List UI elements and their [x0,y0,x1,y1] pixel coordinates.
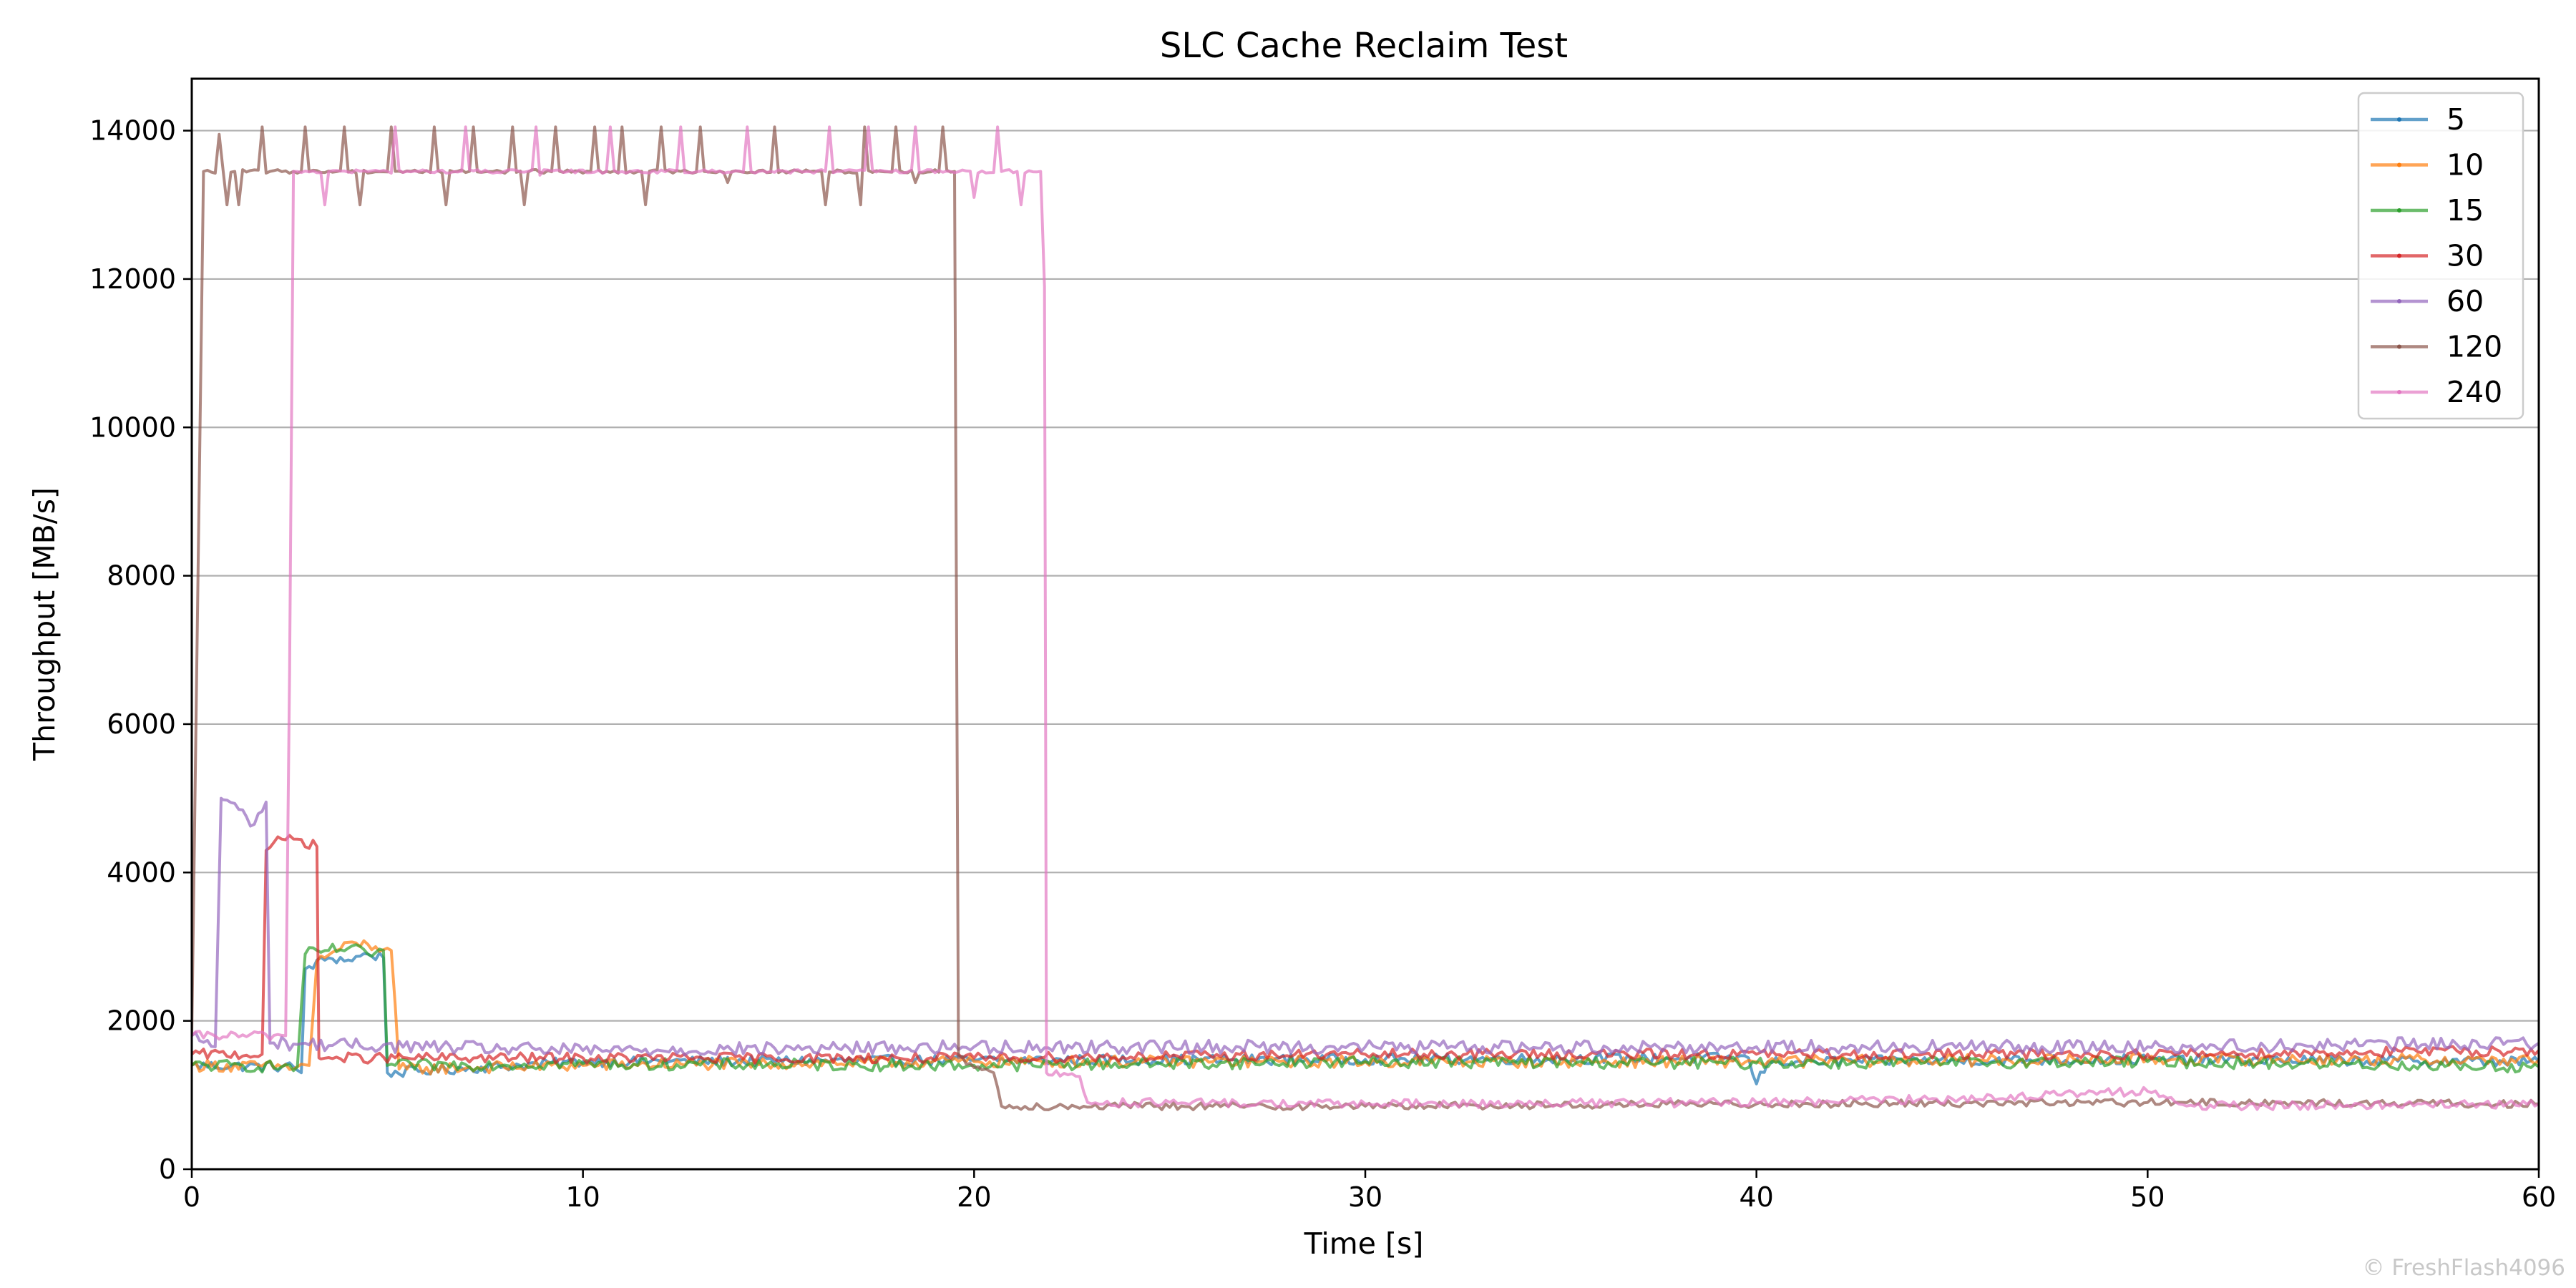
x-tick-label: 40 [1739,1181,1773,1213]
legend-marker-240 [2397,390,2401,394]
legend-marker-120 [2397,344,2401,349]
y-tick-label: 2000 [107,1005,176,1037]
x-tick-label: 50 [2130,1181,2165,1213]
chart-title: SLC Cache Reclaim Test [1160,26,1568,66]
legend-marker-5 [2397,117,2401,122]
series-line-240 [192,125,2539,1111]
series-line-15 [192,942,2539,1074]
legend-box [2357,92,2524,420]
legend-label-30: 30 [2446,239,2484,273]
legend-marker-15 [2397,208,2401,213]
y-tick-label: 10000 [89,411,176,443]
grid-lines [192,130,2539,1022]
x-axis: 0 10 20 30 40 50 60 [183,1169,2556,1213]
legend-marker-60 [2397,299,2401,303]
x-tick-label: 10 [565,1181,600,1213]
legend-label-10: 10 [2446,148,2484,182]
legend-label-5: 5 [2446,102,2465,137]
x-axis-label: Time [s] [1304,1226,1424,1261]
legend-marker-30 [2397,253,2401,258]
y-tick-label: 6000 [107,708,176,740]
y-tick-label: 4000 [107,857,176,888]
x-tick-label: 20 [957,1181,991,1213]
y-tick-label: 8000 [107,560,176,592]
series-line-60 [192,796,2539,1057]
y-tick-label: 0 [159,1153,176,1185]
legend-label-120: 120 [2446,330,2502,364]
legend: 5 10 15 30 60 120 240 [2357,92,2524,420]
x-tick-label: 30 [1348,1181,1382,1213]
x-tick-label: 60 [2522,1181,2556,1213]
watermark: © FreshFlash4096 [2363,1255,2566,1281]
y-tick-label: 14000 [89,115,176,147]
plot-area [192,125,2539,1111]
y-axis-label: Throughput [MB/s] [27,487,62,761]
x-tick-label: 0 [183,1181,200,1213]
legend-label-240: 240 [2446,375,2502,409]
series-line-120 [192,125,2539,1111]
series-line-30 [192,834,2539,1065]
y-tick-label: 12000 [89,263,176,295]
legend-marker-10 [2397,162,2401,167]
legend-label-60: 60 [2446,284,2484,318]
y-axis: 0 2000 4000 6000 8000 10000 12000 14000 [89,115,192,1185]
legend-label-15: 15 [2446,193,2484,228]
